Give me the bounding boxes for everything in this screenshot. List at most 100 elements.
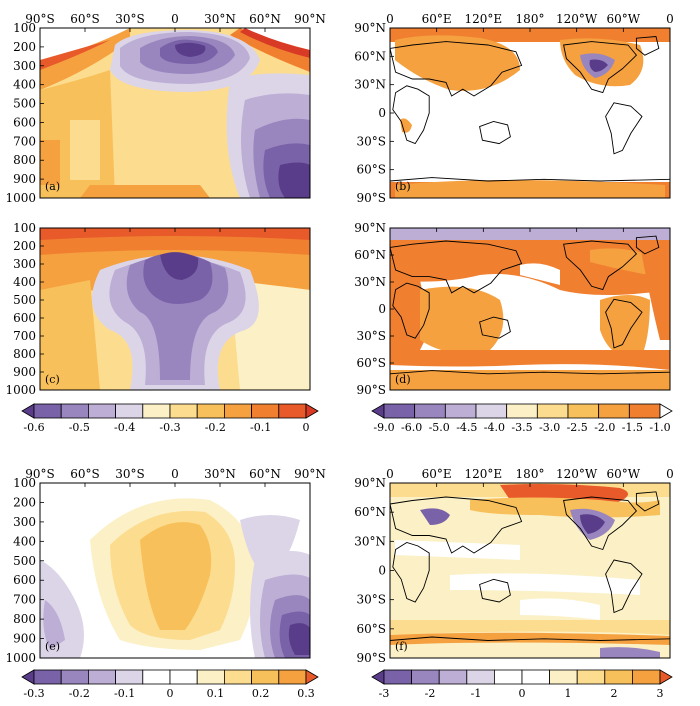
colorbar-cb3-swatch-7 xyxy=(223,669,252,685)
colorbar-cb3-swatch-3 xyxy=(115,669,144,685)
colorbar-cb2-label-5: -3.5 xyxy=(511,421,532,434)
coastline-f-3 xyxy=(563,496,638,551)
colorbar-cb4-swatch-2 xyxy=(438,669,468,685)
colorbar-cb3-label-6: 0.3 xyxy=(297,687,315,700)
colorbar-cb3-swatch-0 xyxy=(33,669,62,685)
y-tick-label-c-3: 400 xyxy=(13,275,36,289)
colorbar-cb2-swatch-4 xyxy=(506,403,538,419)
coastline-d-6 xyxy=(389,370,671,375)
panel-c-fill xyxy=(40,228,310,390)
colorbar-cb2-swatch-1 xyxy=(414,403,446,419)
colorbar-cb4-high-arrow xyxy=(659,669,673,685)
lat-tick-label-b-6: 90°S xyxy=(357,191,387,205)
lon-tick-label-f-2: 120°E xyxy=(464,467,502,481)
y-tick-label-a-3: 400 xyxy=(13,78,36,92)
colorbar-cb2-swatch-6 xyxy=(567,403,600,419)
coastline-f-0 xyxy=(392,542,430,603)
colorbar-cb3-swatch-5 xyxy=(169,669,198,685)
panel-b: (b) xyxy=(389,27,671,199)
x-tick-label-e-2: 30°S xyxy=(115,467,145,481)
lat-tick-label-b-3: 0 xyxy=(378,106,386,120)
y-tick-label-c-2: 300 xyxy=(13,257,36,271)
x-tick-label-e-0: 90°S xyxy=(25,467,55,481)
lon-tick-label-b-6: 0 xyxy=(666,12,674,26)
colorbar-cb3-swatch-1 xyxy=(60,669,89,685)
colorbar-cb2-swatch-2 xyxy=(444,403,477,419)
coastline-b-2 xyxy=(479,121,511,145)
coastline-b-1 xyxy=(389,41,523,97)
panel-d-fill xyxy=(390,228,670,390)
x-tick-label-a-4: 30°N xyxy=(204,12,236,26)
y-tick-label-a-6: 700 xyxy=(13,134,36,148)
colorbar-cb2-swatch-3 xyxy=(475,403,508,419)
y-tick-label-c-4: 500 xyxy=(13,293,36,307)
panel-a: (a) xyxy=(39,27,311,199)
colorbar-cb4-swatch-0 xyxy=(383,669,413,685)
y-tick-label-a-4: 500 xyxy=(13,97,36,111)
lat-tick-label-f-6: 90°S xyxy=(357,651,387,665)
panel-a-fill xyxy=(40,28,310,198)
lon-tick-label-b-3: 180° xyxy=(516,12,545,26)
colorbar-cb2-label-0: -9.0 xyxy=(373,421,394,434)
colorbars: -0.6 -0.5 -0.4 -0.3 -0.2 -0.1 0 -9.0 -6.0 -5.0 -4.… xyxy=(21,403,673,700)
panel-c-label: (c) xyxy=(45,373,60,386)
panel-e: (e) xyxy=(39,482,311,659)
panel-e-fill xyxy=(40,498,310,658)
colorbar-cb4-label-5: 2 xyxy=(611,687,618,700)
lat-tick-label-f-1: 60°N xyxy=(354,505,386,519)
colorbar-cb2-label-3: -4.5 xyxy=(456,421,477,434)
y-tick-label-a-9: 1000 xyxy=(5,191,36,205)
x-tick-label-a-2: 30°S xyxy=(115,12,145,26)
x-tick-label-e-5: 60°N xyxy=(249,467,281,481)
colorbar-cb1-label-0: -0.6 xyxy=(23,421,44,434)
panel-a-label: (a) xyxy=(45,180,60,193)
coastline-d-5 xyxy=(635,235,660,255)
lat-tick-label-f-3: 0 xyxy=(378,564,386,578)
colorbar-cb2-low-arrow xyxy=(371,403,385,419)
colorbar-cb2-swatch-0 xyxy=(383,403,416,419)
panel-f-coastlines xyxy=(389,491,671,641)
colorbar-cb3-label-3: 0 xyxy=(167,687,174,700)
colorbar-cb4-swatch-6 xyxy=(549,669,578,685)
colorbar-cb3-label-5: 0.2 xyxy=(252,687,270,700)
lat-tick-label-d-4: 30°S xyxy=(357,329,387,343)
colorbar-cb2-label-2: -5.0 xyxy=(429,421,450,434)
colorbar-cb1-label-6: 0 xyxy=(303,421,310,434)
colorbar-cb1-swatch-4 xyxy=(142,403,171,419)
colorbar-cb3-label-1: -0.2 xyxy=(69,687,90,700)
x-tick-label-e-6: 90°N xyxy=(294,467,326,481)
y-tick-label-a-7: 800 xyxy=(13,153,36,167)
colorbar-cb3-low-arrow xyxy=(21,669,35,685)
coastline-f-1 xyxy=(389,496,523,554)
colorbar-cb1-swatch-1 xyxy=(60,403,89,419)
panel-d-coastlines xyxy=(389,235,671,375)
panel-d-label: (d) xyxy=(395,373,411,386)
colorbar-cb4-label-2: -1 xyxy=(471,687,482,700)
panel-d: (d) xyxy=(389,227,671,391)
lat-tick-label-d-0: 90°N xyxy=(354,221,386,235)
colorbar-cb1-label-3: -0.3 xyxy=(159,421,180,434)
colorbar-cb4-label-1: -2 xyxy=(425,687,436,700)
colorbar-cb2-label-9: -1.5 xyxy=(622,421,643,434)
lat-tick-label-b-1: 60°N xyxy=(354,49,386,63)
y-tick-label-e-8: 900 xyxy=(13,632,36,646)
colorbar-cb1-label-4: -0.2 xyxy=(205,421,226,434)
coastline-f-4 xyxy=(605,559,643,614)
lat-tick-label-b-4: 30°S xyxy=(357,134,387,148)
lon-tick-label-b-5: 60°W xyxy=(607,12,641,26)
lon-tick-label-b-1: 60°E xyxy=(422,12,452,26)
colorbar-cb1-high-arrow xyxy=(305,403,319,419)
colorbar-cb3-swatch-2 xyxy=(88,669,117,685)
y-tick-label-e-7: 800 xyxy=(13,612,36,626)
colorbar-cb4-swatch-3 xyxy=(466,669,495,685)
y-tick-label-e-0: 100 xyxy=(13,476,36,490)
y-tick-label-c-7: 800 xyxy=(13,347,36,361)
lon-tick-label-f-5: 60°W xyxy=(607,467,641,481)
lat-tick-label-d-6: 90°S xyxy=(357,383,387,397)
colorbar-cb3-swatch-9 xyxy=(278,669,307,685)
colorbar-cb3-swatch-4 xyxy=(142,669,171,685)
colorbar-cb1-swatch-3 xyxy=(115,403,144,419)
coastline-f-6 xyxy=(389,636,671,641)
